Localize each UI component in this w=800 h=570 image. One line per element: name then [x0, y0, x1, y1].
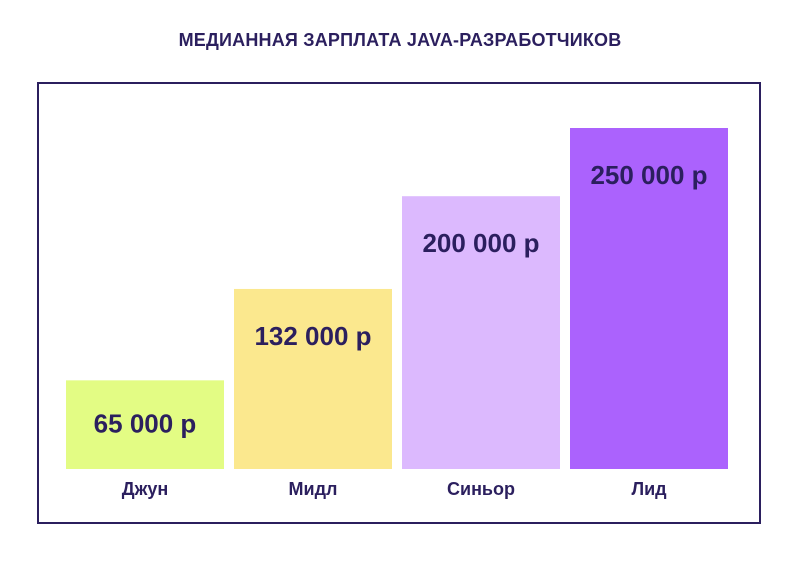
value-label-1: 65 000 р — [94, 409, 197, 439]
value-label-4: 250 000 р — [590, 160, 707, 190]
category-label-2: Мидл — [289, 479, 338, 499]
chart-frame — [37, 82, 761, 524]
value-label-3: 200 000 р — [422, 228, 539, 258]
value-label-2: 132 000 р — [254, 321, 371, 351]
category-label-4: Лид — [631, 479, 667, 499]
chart-title: МЕДИАННАЯ ЗАРПЛАТА JAVA-РАЗРАБОТЧИКОВ — [178, 30, 622, 50]
category-label-3: Синьор — [447, 479, 515, 499]
category-label-1: Джун — [122, 479, 168, 499]
bar-1 — [66, 380, 224, 469]
bar-4 — [570, 128, 728, 469]
bars-group: 65 000 р Джун 132 000 р Мидл 200 000 р Синьор… — [66, 128, 728, 499]
bar-2 — [234, 288, 392, 469]
bar-3 — [402, 196, 560, 469]
